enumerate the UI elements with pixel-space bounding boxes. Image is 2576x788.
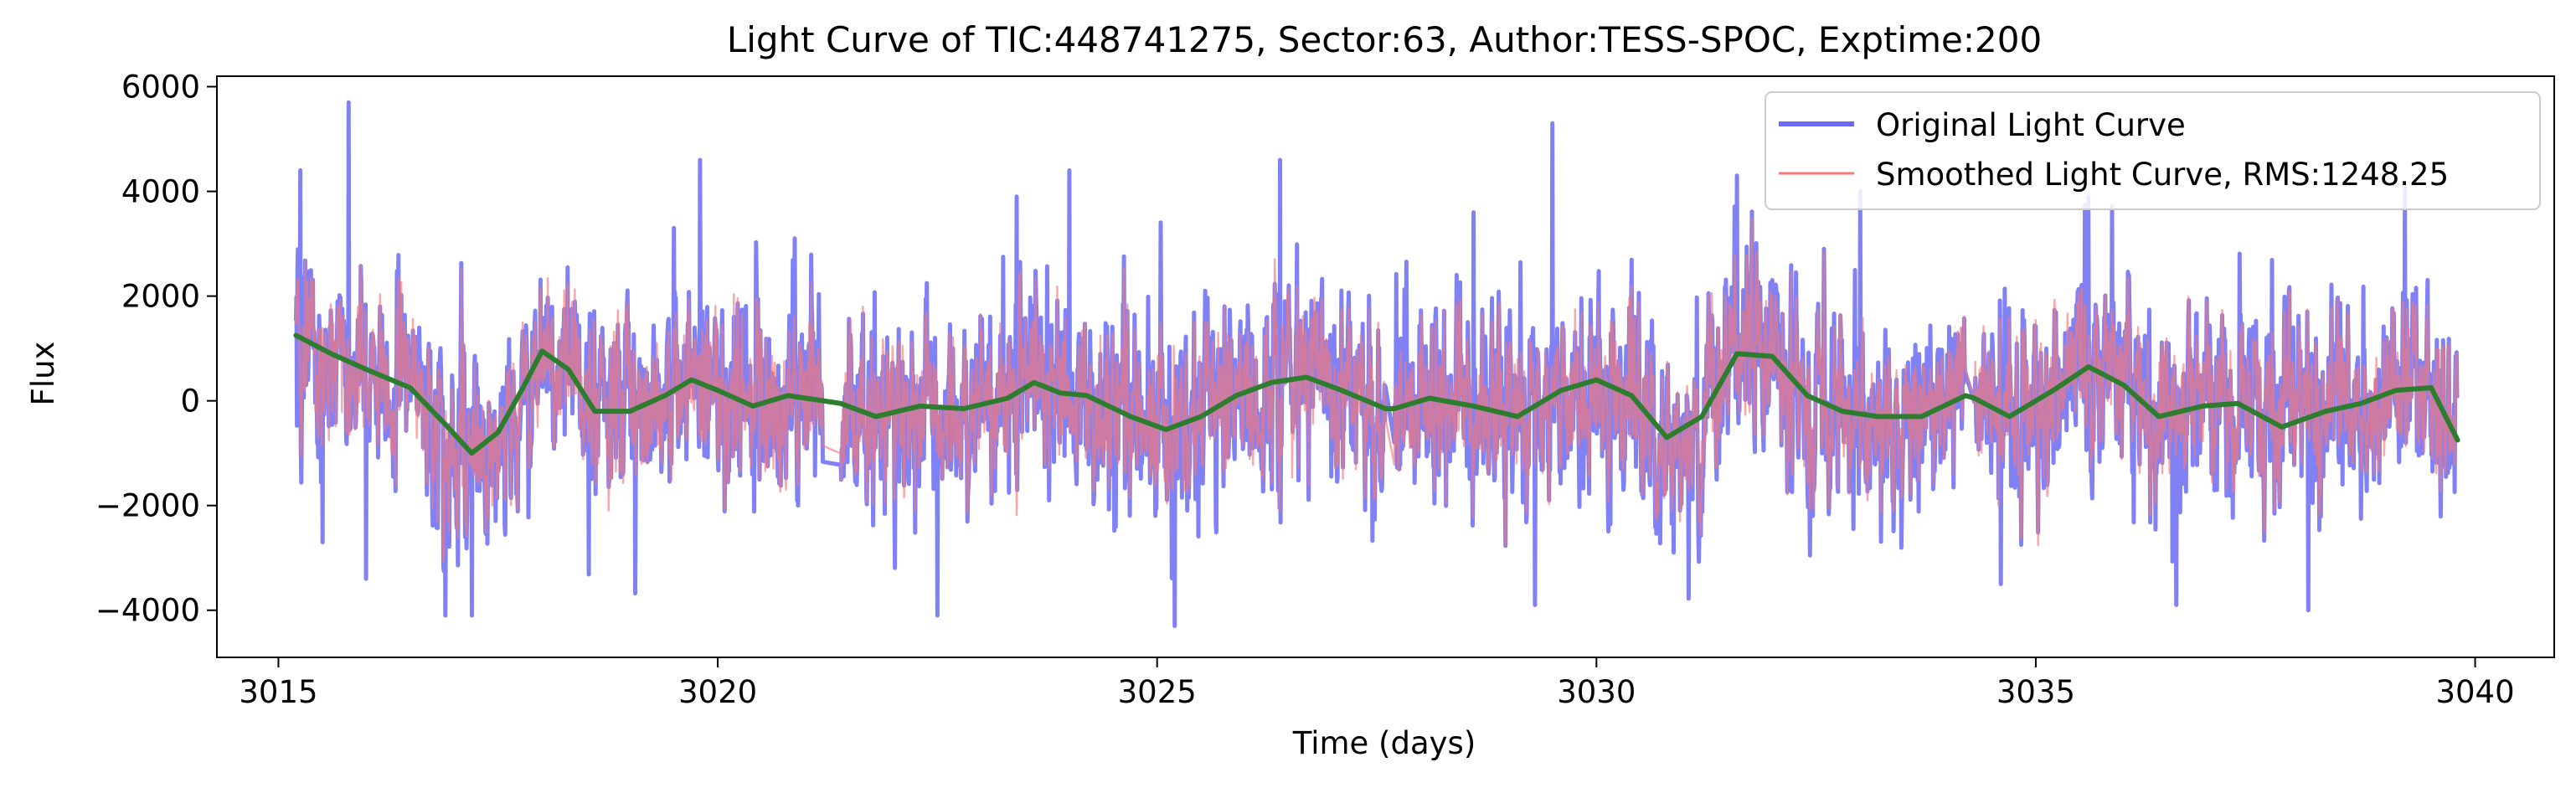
x-tick-label: 3020 <box>678 674 757 710</box>
series-layer <box>293 100 2460 628</box>
x-tick-label: 3015 <box>239 674 317 710</box>
y-axis: −4000 −2000 0 2000 4000 6000 <box>95 70 217 629</box>
x-tick-label: 3025 <box>1118 674 1197 710</box>
legend-box <box>1765 91 2541 210</box>
y-tick-label: −2000 <box>95 488 200 524</box>
y-tick-label: 0 <box>180 384 200 420</box>
y-axis-label: Flux <box>25 342 61 406</box>
y-tick-label: −4000 <box>95 593 200 629</box>
x-tick-label: 3040 <box>2435 674 2514 710</box>
series-trend-line <box>293 332 2460 456</box>
x-tick-label: 3035 <box>1996 674 2075 710</box>
legend-label-original: Original Light Curve <box>1876 107 2186 143</box>
x-axis: 3015 3020 3025 3030 3035 3040 <box>239 657 2515 710</box>
x-axis-label: Time (days) <box>1292 725 1476 761</box>
y-tick-label: 4000 <box>121 174 200 210</box>
x-tick-label: 3030 <box>1557 674 1636 710</box>
chart-title: Light Curve of TIC:448741275, Sector:63,… <box>727 19 2042 60</box>
legend: Original Light Curve Smoothed Light Curv… <box>1765 91 2541 210</box>
y-tick-label: 6000 <box>121 70 200 106</box>
legend-label-smoothed: Smoothed Light Curve, RMS:1248.25 <box>1876 157 2449 193</box>
axes-frame <box>216 75 2555 658</box>
y-tick-label: 2000 <box>121 279 200 315</box>
series-smoothed-light-curve <box>295 217 2459 563</box>
